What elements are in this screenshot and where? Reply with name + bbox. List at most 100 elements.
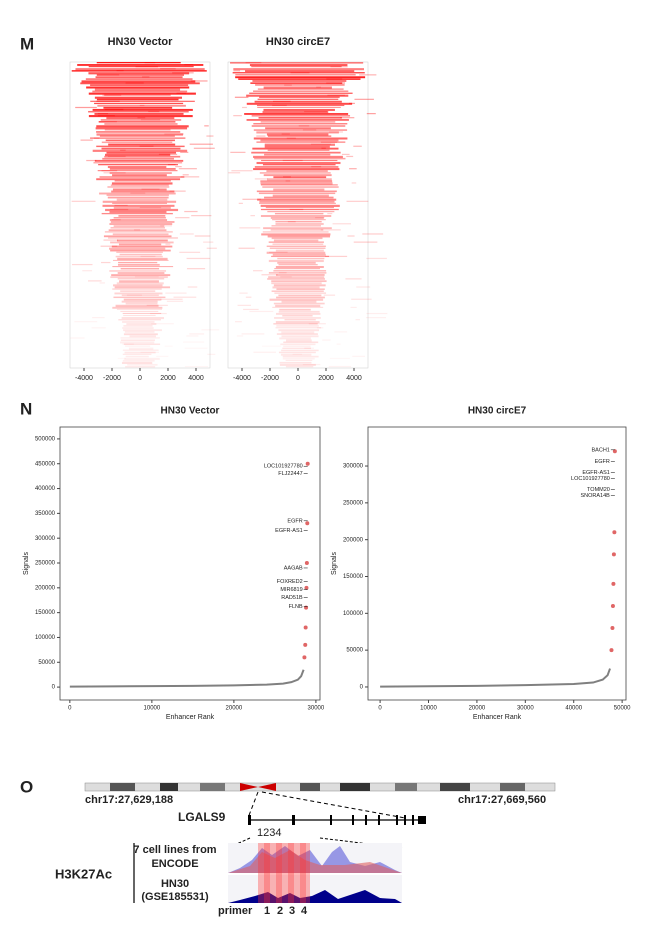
plot-frame	[367, 426, 627, 701]
heatmap-row	[80, 139, 93, 141]
heatmap-row	[275, 327, 322, 329]
coord: chr17:27,629,188	[85, 794, 173, 806]
heatmap-row	[276, 274, 325, 276]
heatmap-row	[121, 317, 165, 320]
heatmap-row	[105, 153, 171, 156]
track-group: H3K27Ac	[55, 866, 112, 881]
heatmap-row	[97, 104, 186, 107]
heatmap-row	[328, 365, 352, 368]
heatmap-row	[77, 64, 204, 66]
heatmap-row	[264, 143, 335, 146]
heatmap-row	[189, 333, 205, 335]
heatmap-row	[72, 263, 93, 266]
heatmap-row	[116, 198, 168, 201]
heatmap-row	[201, 329, 220, 331]
heatmap-row	[271, 237, 323, 240]
heatmap-row	[257, 106, 341, 108]
heatmap-row	[108, 229, 167, 232]
heatmap-row	[280, 353, 312, 356]
heatmap-row	[139, 104, 145, 107]
y-tick-label: 100000	[343, 611, 364, 617]
heatmap-row	[71, 70, 207, 72]
heatmap-row	[257, 98, 339, 100]
heatmap-row	[275, 223, 324, 225]
heatmap-row	[279, 308, 311, 311]
heatmap-row	[264, 196, 334, 199]
annotation: LOC101927780	[571, 476, 610, 482]
heatmap-row	[88, 72, 190, 75]
annotation: LOC101927780	[264, 464, 303, 470]
heatmap-row	[112, 174, 167, 177]
heatmap-texture	[228, 62, 388, 368]
heatmap-row	[88, 66, 194, 68]
annotation: MIR6819	[280, 587, 302, 593]
heatmap-row	[110, 184, 169, 187]
heatmap-row	[95, 127, 188, 130]
heatmap-row	[279, 337, 311, 340]
primer-marks: 1234	[257, 827, 281, 839]
heatmap-row	[266, 245, 326, 247]
heatmap-row	[121, 361, 153, 365]
band	[500, 783, 525, 791]
heatmap-row	[261, 274, 278, 276]
heatmap-row	[260, 182, 333, 185]
heatmap-row	[264, 153, 331, 156]
y-tick-label: 0	[360, 685, 364, 691]
heatmap-row	[111, 245, 173, 248]
annotation: EGFR	[595, 459, 610, 465]
y-tick-label: 500000	[35, 436, 56, 442]
heatmap-row	[259, 96, 340, 98]
signal	[228, 890, 402, 903]
heatmap-row	[257, 88, 344, 90]
heatmap-row	[80, 82, 200, 85]
heatmap-row	[242, 106, 247, 109]
heatmap-row	[123, 325, 153, 327]
heatmap-row	[102, 200, 177, 203]
heatmap-row	[118, 319, 161, 321]
heatmap-row	[257, 198, 337, 201]
heatmap-row	[116, 308, 163, 310]
heatmap-row	[94, 88, 181, 91]
heatmap-row	[278, 272, 287, 274]
heatmap-row	[274, 212, 324, 215]
heatmap-row	[284, 84, 292, 86]
heatmap-row	[289, 208, 304, 211]
heatmap-row	[106, 194, 169, 196]
heatmap-row	[316, 86, 321, 88]
x-tick-label: 2000	[160, 375, 176, 382]
heatmap-row	[256, 131, 339, 134]
heatmap-row	[264, 145, 330, 148]
heatmap-row	[351, 298, 372, 300]
heatmap-row	[110, 227, 165, 229]
x-tick-label: 30000	[308, 706, 325, 712]
annotation: BACH1	[592, 447, 610, 453]
heatmap-row	[315, 217, 325, 219]
heatmap-row	[100, 119, 182, 121]
heatmap-row	[142, 76, 150, 78]
heatmap-row	[203, 241, 214, 243]
centromere	[240, 783, 258, 791]
heatmap-row	[260, 180, 333, 183]
x-tick-label: 50000	[614, 706, 631, 712]
heatmap-row	[118, 215, 166, 217]
heatmap-row	[96, 125, 189, 128]
heatmap-row	[176, 92, 187, 94]
heatmap-row	[267, 178, 332, 181]
heatmap-row	[99, 192, 176, 195]
curve	[69, 669, 305, 688]
heatmap-row	[242, 198, 261, 200]
heatmap-row	[278, 351, 316, 354]
annotation: AAGAB	[284, 565, 303, 571]
heatmap-row	[320, 229, 341, 231]
heatmap-row	[105, 139, 175, 142]
heatmap-row	[98, 121, 176, 123]
primer-label: primer	[218, 905, 253, 917]
heatmap-row	[237, 304, 251, 306]
heatmap-row	[273, 270, 327, 272]
heatmap-row	[121, 294, 159, 297]
heatmap-row	[258, 117, 342, 119]
heatmap-row	[112, 233, 169, 236]
heatmap-row	[268, 259, 324, 263]
heatmap-row	[94, 113, 184, 115]
heatmap-row	[120, 268, 160, 270]
